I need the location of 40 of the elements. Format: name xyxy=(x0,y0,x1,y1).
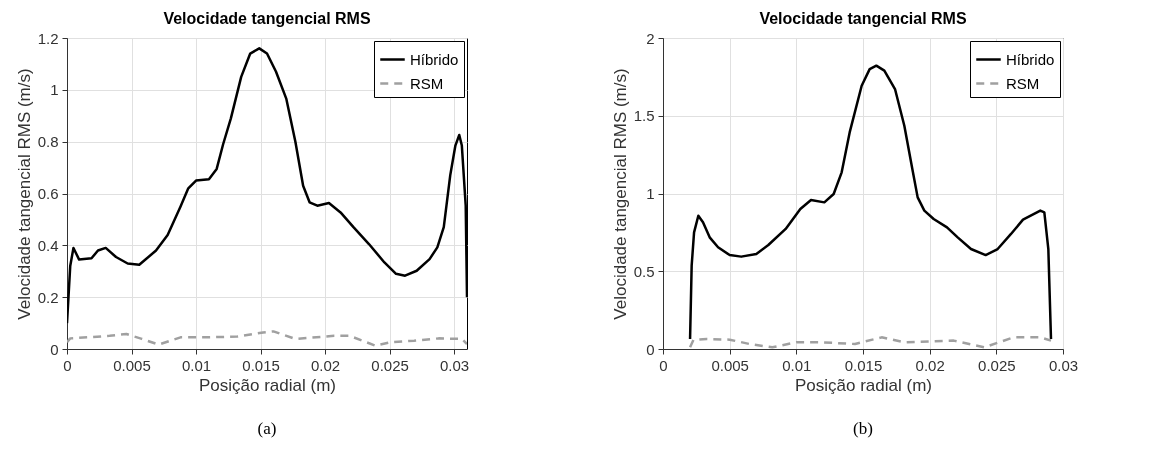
chart-title: Velocidade tangencial RMS xyxy=(163,10,371,27)
line-series xyxy=(688,64,1053,341)
x-axis-title: Posição radial (m) xyxy=(795,375,932,395)
legend-label: Híbrido xyxy=(410,50,459,68)
y-axis-title: Velocidade tangencial RMS (m/s) xyxy=(14,68,34,320)
x-tick-label: 0.015 xyxy=(242,356,280,374)
x-axis-title: Posição radial (m) xyxy=(199,375,336,395)
y-tick-label: 1.2 xyxy=(37,29,59,47)
x-tick-label: 0.025 xyxy=(371,356,409,374)
x-tick-label: 0.03 xyxy=(1048,356,1079,374)
text: (b) xyxy=(853,419,873,438)
legend-label: RSM xyxy=(410,74,444,92)
x-tick-label: 0.03 xyxy=(440,356,470,374)
y-tick-label: 0.8 xyxy=(37,133,59,151)
x-tick-label: 0.025 xyxy=(978,356,1016,374)
legend-label: RSM xyxy=(1006,74,1040,92)
text: (a) xyxy=(257,419,277,438)
x-tick-label: 0.02 xyxy=(915,356,945,374)
x-tick-label: 0.02 xyxy=(310,356,341,374)
line-series xyxy=(688,336,1053,349)
y-tick-label: 0.2 xyxy=(37,288,59,306)
y-tick-label: 1 xyxy=(646,185,655,202)
x-tick-label: 0.01 xyxy=(782,356,812,374)
legend-label: Híbrido xyxy=(1006,50,1055,68)
y-tick-label: 1 xyxy=(50,81,59,99)
y-tick-label: 2 xyxy=(646,29,655,47)
x-tick-label: 0.01 xyxy=(181,356,212,374)
x-tick-label: 0 xyxy=(63,356,72,374)
y-tick-label: 1.5 xyxy=(633,107,655,125)
y-axis-title: Velocidade tangencial RMS (m/s) xyxy=(610,68,630,320)
x-tick-label: 0 xyxy=(659,356,668,374)
y-tick-label: 0 xyxy=(50,340,59,358)
y-tick-label: 0.6 xyxy=(37,185,59,202)
y-tick-label: 0.5 xyxy=(633,262,655,280)
y-tick-label: 0.4 xyxy=(37,236,59,254)
y-tick-label: 0 xyxy=(646,340,655,358)
chart-title: Velocidade tangencial RMS xyxy=(759,10,967,27)
x-tick-label: 0.005 xyxy=(711,356,749,374)
x-tick-label: 0.005 xyxy=(113,356,151,374)
x-tick-label: 0.015 xyxy=(844,356,883,374)
